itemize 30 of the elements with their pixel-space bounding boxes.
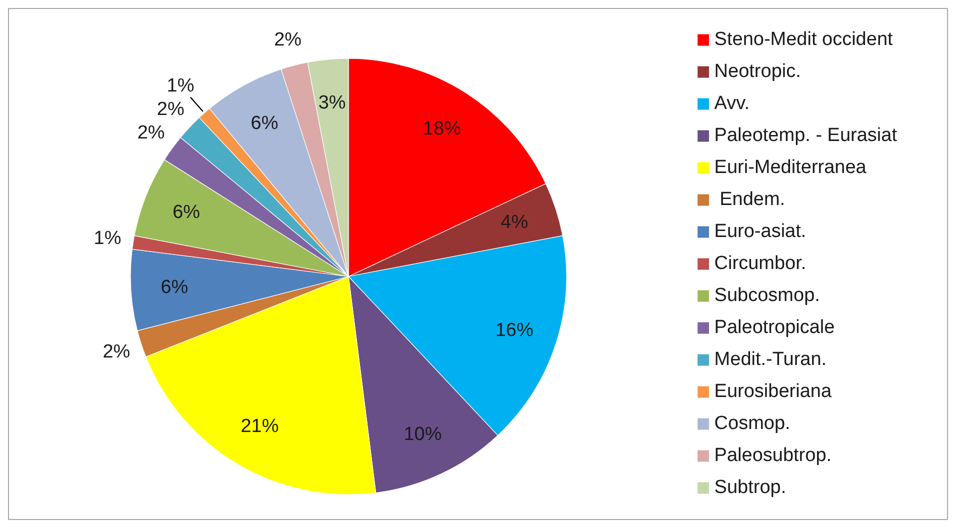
legend-label: Neotropic. bbox=[714, 60, 801, 82]
data-label: 16% bbox=[495, 320, 534, 341]
data-label: 4% bbox=[500, 212, 528, 234]
data-label: 3% bbox=[318, 92, 346, 114]
data-label: 18% bbox=[422, 118, 462, 140]
legend-label: Paleotropicale bbox=[714, 316, 835, 338]
legend-label: Cosmop. bbox=[714, 412, 790, 434]
data-label: 2% bbox=[156, 98, 184, 120]
legend-label: Endem. bbox=[718, 188, 786, 210]
data-label: 6% bbox=[172, 202, 200, 223]
legend-label: Euro-asiat. bbox=[714, 220, 806, 242]
legend-label: Euri-Mediterranea bbox=[714, 156, 866, 178]
legend-label: Circumbor. bbox=[714, 252, 806, 274]
data-label: 10% bbox=[404, 424, 442, 445]
legend-label: Eurosiberiana bbox=[714, 380, 832, 402]
legend-label: Avv. bbox=[714, 92, 750, 114]
data-label: 2% bbox=[137, 122, 165, 144]
legend-label: Steno-Medit occident bbox=[714, 28, 893, 50]
data-label: 1% bbox=[166, 75, 194, 96]
legend-label: Subtrop. bbox=[714, 476, 786, 498]
legend-label: Subcosmop. bbox=[714, 284, 820, 306]
data-label: 21% bbox=[240, 416, 279, 438]
legend-label: Paleotemp. - Eurasiat bbox=[714, 124, 897, 146]
data-label: 6% bbox=[250, 113, 278, 134]
data-label: 1% bbox=[94, 228, 122, 249]
legend-label: Medit.-Turan. bbox=[714, 348, 827, 370]
data-label: 2% bbox=[102, 341, 130, 362]
data-label: 6% bbox=[160, 276, 188, 298]
legend-label: Paleosubtrop. bbox=[714, 444, 832, 466]
data-label: 2% bbox=[274, 30, 302, 51]
